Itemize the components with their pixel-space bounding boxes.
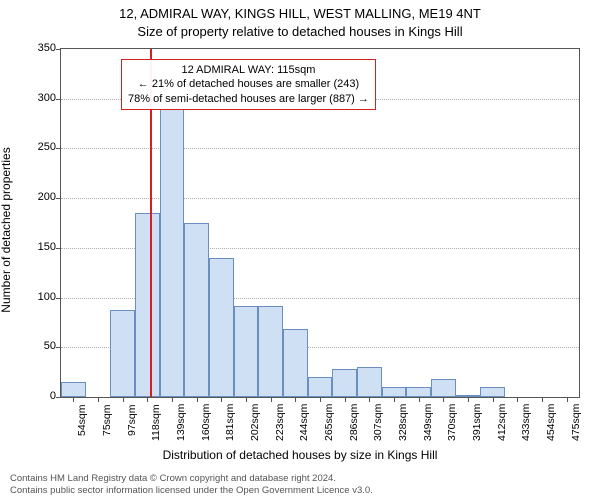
- ytick-mark: [56, 248, 61, 249]
- xtick-mark: [345, 397, 346, 402]
- xtick-mark: [320, 397, 321, 402]
- xtick-label: 54sqm: [76, 404, 88, 436]
- chart-container: 12, ADMIRAL WAY, KINGS HILL, WEST MALLIN…: [0, 0, 600, 500]
- xtick-mark: [73, 397, 74, 402]
- xtick-mark: [147, 397, 148, 402]
- xtick-label: 454sqm: [545, 404, 557, 441]
- histogram-bar: [406, 387, 431, 397]
- callout-box: 12 ADMIRAL WAY: 115sqm ← 21% of detached…: [121, 59, 376, 110]
- histogram-bar: [184, 223, 209, 397]
- histogram-bar: [135, 213, 160, 397]
- ytick-label: 350: [16, 42, 56, 54]
- histogram-bar: [258, 306, 283, 397]
- xtick-mark: [567, 397, 568, 402]
- callout-line1: 12 ADMIRAL WAY: 115sqm: [128, 63, 369, 77]
- callout-line2: ← 21% of detached houses are smaller (24…: [128, 77, 369, 91]
- footer-line2: Contains public sector information licen…: [10, 485, 373, 496]
- y-axis-label: Number of detached properties: [0, 147, 13, 312]
- xtick-label: 307sqm: [372, 404, 384, 441]
- histogram-bar: [209, 258, 234, 397]
- xtick-mark: [542, 397, 543, 402]
- xtick-mark: [468, 397, 469, 402]
- ytick-mark: [56, 148, 61, 149]
- histogram-bar: [480, 387, 505, 397]
- ytick-label: 250: [16, 141, 56, 153]
- footer-credits: Contains HM Land Registry data © Crown c…: [10, 473, 373, 496]
- histogram-bar: [382, 387, 407, 397]
- xtick-mark: [493, 397, 494, 402]
- chart-title-desc: Size of property relative to detached ho…: [0, 24, 600, 39]
- xtick-mark: [172, 397, 173, 402]
- xtick-label: 244sqm: [298, 404, 310, 441]
- xtick-label: 223sqm: [274, 404, 286, 441]
- x-axis-label: Distribution of detached houses by size …: [0, 448, 600, 462]
- histogram-bar: [110, 310, 135, 397]
- histogram-bar: [234, 306, 259, 397]
- chart-title-address: 12, ADMIRAL WAY, KINGS HILL, WEST MALLIN…: [0, 6, 600, 21]
- histogram-bar: [357, 367, 382, 397]
- xtick-mark: [295, 397, 296, 402]
- histogram-bar: [283, 329, 308, 397]
- xtick-label: 412sqm: [496, 404, 508, 441]
- callout-line3: 78% of semi-detached houses are larger (…: [128, 92, 369, 106]
- xtick-mark: [271, 397, 272, 402]
- xtick-label: 286sqm: [348, 404, 360, 441]
- ytick-label: 150: [16, 241, 56, 253]
- xtick-label: 391sqm: [471, 404, 483, 441]
- xtick-mark: [123, 397, 124, 402]
- ytick-mark: [56, 49, 61, 50]
- xtick-label: 475sqm: [570, 404, 582, 441]
- histogram-bar: [160, 109, 185, 397]
- xtick-mark: [98, 397, 99, 402]
- ytick-label: 50: [16, 340, 56, 352]
- ytick-label: 100: [16, 291, 56, 303]
- ytick-label: 0: [16, 390, 56, 402]
- histogram-bar: [431, 379, 456, 397]
- xtick-label: 265sqm: [323, 404, 335, 441]
- ytick-label: 200: [16, 191, 56, 203]
- ytick-mark: [56, 99, 61, 100]
- ytick-mark: [56, 298, 61, 299]
- xtick-mark: [419, 397, 420, 402]
- xtick-label: 328sqm: [397, 404, 409, 441]
- xtick-label: 118sqm: [150, 404, 162, 441]
- footer-line1: Contains HM Land Registry data © Crown c…: [10, 473, 373, 484]
- ytick-mark: [56, 397, 61, 398]
- histogram-bar: [332, 369, 357, 397]
- xtick-label: 75sqm: [101, 404, 113, 436]
- xtick-mark: [221, 397, 222, 402]
- xtick-label: 97sqm: [126, 404, 138, 436]
- xtick-label: 349sqm: [422, 404, 434, 441]
- ytick-mark: [56, 347, 61, 348]
- histogram-bar: [308, 377, 333, 397]
- histogram-bar: [61, 382, 86, 397]
- xtick-mark: [394, 397, 395, 402]
- gridline: [61, 148, 579, 149]
- xtick-label: 370sqm: [446, 404, 458, 441]
- xtick-mark: [517, 397, 518, 402]
- xtick-mark: [369, 397, 370, 402]
- xtick-label: 433sqm: [520, 404, 532, 441]
- xtick-label: 181sqm: [224, 404, 236, 441]
- xtick-mark: [443, 397, 444, 402]
- xtick-mark: [246, 397, 247, 402]
- gridline: [61, 198, 579, 199]
- xtick-label: 160sqm: [200, 404, 212, 441]
- xtick-mark: [197, 397, 198, 402]
- plot-area: 12 ADMIRAL WAY: 115sqm ← 21% of detached…: [60, 48, 580, 398]
- xtick-label: 139sqm: [175, 404, 187, 441]
- ytick-label: 300: [16, 92, 56, 104]
- ytick-mark: [56, 198, 61, 199]
- xtick-label: 202sqm: [249, 404, 261, 441]
